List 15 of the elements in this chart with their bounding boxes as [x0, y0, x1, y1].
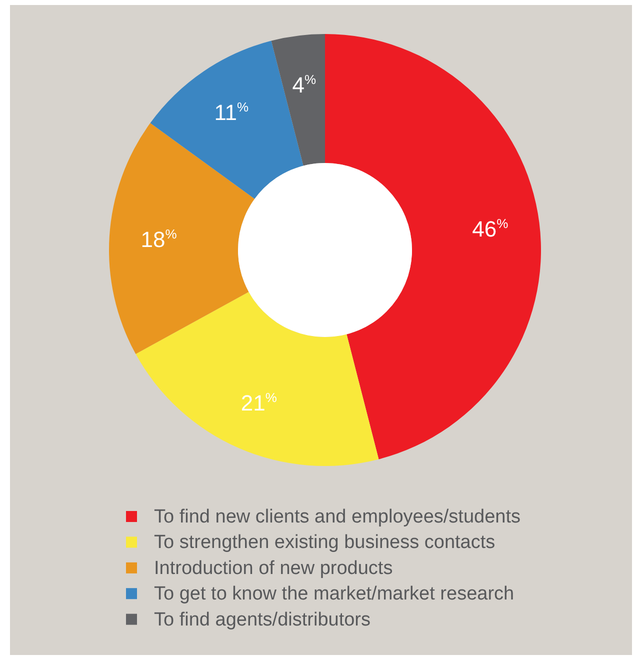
data-label: 46$^{%}$	[472, 216, 509, 242]
data-label: 21$^{%}$	[240, 390, 278, 416]
legend-label: Introduction of new products	[154, 558, 393, 579]
legend-label: To find agents/distributors	[154, 609, 371, 630]
donut-slice	[109, 123, 255, 354]
legend-label: To find new clients and employees/students	[154, 506, 520, 528]
donut-slice	[150, 40, 304, 199]
data-label: 11$^{%}$	[214, 100, 250, 125]
data-label: 4$^{%}$	[292, 72, 316, 98]
donut-slice	[271, 34, 325, 166]
legend-label: To get to know the market/market research	[154, 584, 514, 605]
donut-slice	[136, 292, 379, 466]
data-label: 18$^{%}$	[140, 226, 178, 252]
donut-slice	[325, 34, 541, 460]
legend-label: To strengthen existing business contacts	[154, 532, 496, 554]
